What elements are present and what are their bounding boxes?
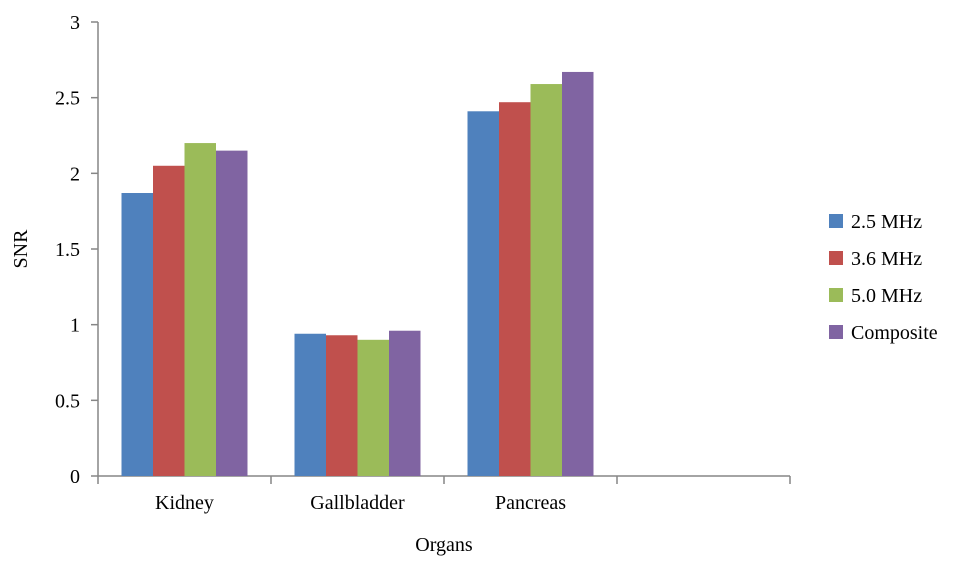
bar-gallbladder-3 [389, 330, 421, 476]
x-tick-label: Gallbladder [310, 492, 405, 514]
legend-label: 5.0 MHz [851, 285, 922, 307]
bar-pancreas-3 [562, 71, 594, 476]
y-tick-label: 0.5 [55, 390, 80, 412]
bar-gallbladder-0 [294, 333, 326, 476]
y-axis-title: SNR [10, 229, 32, 269]
bar-pancreas-0 [467, 111, 499, 476]
x-tick-label: Kidney [155, 492, 214, 514]
legend-swatch [829, 251, 843, 265]
bar-kidney-2 [184, 143, 216, 477]
y-tick-label: 1.5 [55, 239, 80, 261]
bar-pancreas-2 [530, 84, 562, 477]
bars [121, 71, 594, 477]
y-tick-label: 1 [70, 315, 80, 337]
bar-kidney-0 [121, 193, 153, 477]
legend-swatch [829, 214, 843, 228]
x-tick-label: Pancreas [495, 492, 566, 514]
bar-gallbladder-2 [357, 339, 389, 476]
y-tick-label: 2 [70, 163, 80, 185]
legend-swatch [829, 325, 843, 339]
bar-pancreas-1 [499, 102, 531, 476]
y-tick-label: 0 [70, 466, 80, 488]
bar-kidney-3 [216, 150, 248, 476]
legend-label: 3.6 MHz [851, 248, 922, 270]
bar-gallbladder-1 [326, 335, 358, 476]
y-tick-label: 3 [70, 12, 80, 34]
legend-label: Composite [851, 322, 938, 344]
bar-kidney-1 [153, 165, 185, 476]
x-ticks: Kidney Gallbladder Pancreas [97, 476, 791, 514]
y-tick-label: 2.5 [55, 88, 80, 110]
legend-label: 2.5 MHz [851, 211, 922, 233]
y-ticks: 0 0.5 1 1.5 2 2.5 3 [55, 12, 98, 488]
legend-swatch [829, 288, 843, 302]
legend: 2.5 MHz 3.6 MHz 5.0 MHz Composite [829, 211, 938, 344]
x-axis-title: Organs [415, 534, 473, 556]
